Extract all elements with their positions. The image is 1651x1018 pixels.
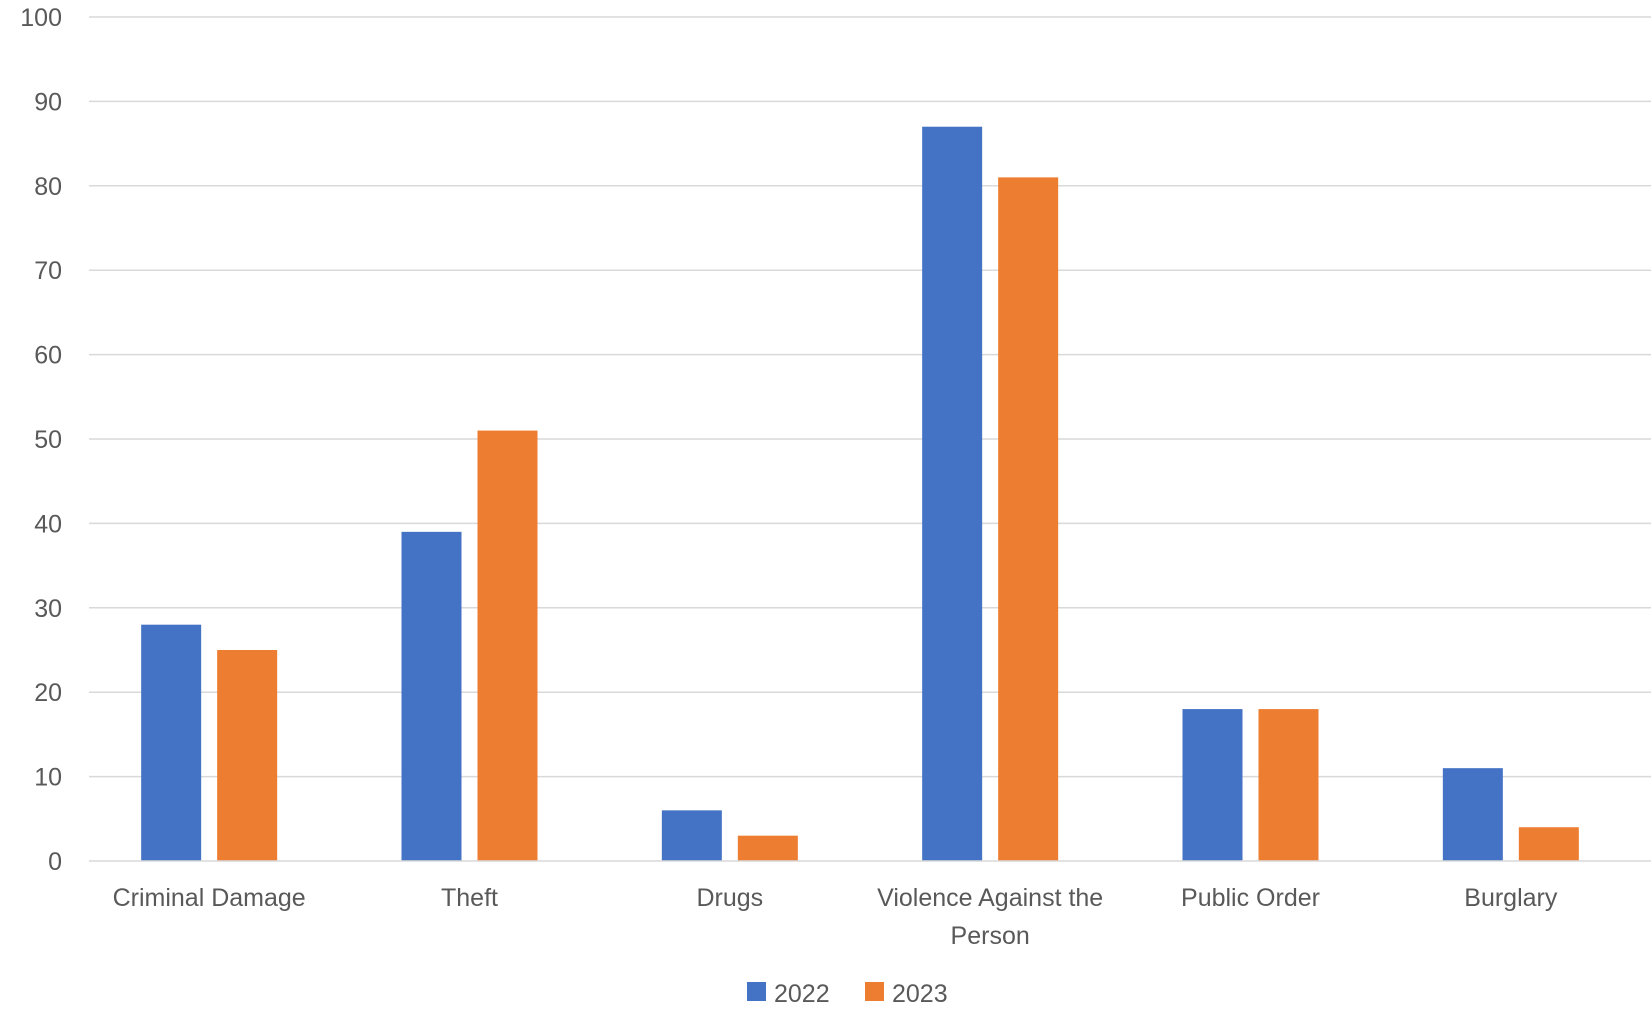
bar-2023-criminal-damage (217, 650, 278, 861)
y-tick-label: 30 (34, 595, 62, 623)
legend-label-2023: 2023 (892, 980, 948, 1008)
bar-2022-theft (401, 531, 462, 861)
x-tick-label: Public Order (1181, 884, 1320, 912)
bar-2022-violence-against-the-person (922, 126, 983, 862)
x-tick-label: Theft (441, 884, 498, 912)
y-tick-label: 100 (20, 4, 62, 32)
bar-2023-drugs (737, 835, 798, 861)
bar-2023-violence-against-the-person (998, 177, 1059, 862)
x-tick-label: Violence Against the Person (877, 884, 1103, 950)
y-tick-label: 20 (34, 679, 62, 707)
y-tick-label: 90 (34, 88, 62, 116)
legend: 2022 2023 (747, 980, 948, 1008)
y-tick-label: 10 (34, 764, 62, 792)
legend-swatch-2022 (747, 982, 766, 1001)
bars (141, 126, 1579, 862)
bar-2022-criminal-damage (141, 624, 202, 861)
x-tick-label: Burglary (1464, 884, 1558, 912)
y-axis-tick-labels: 0 10 20 30 40 50 60 70 80 90 100 (20, 4, 62, 876)
bar-2022-public-order (1182, 709, 1243, 861)
legend-label-2022: 2022 (774, 980, 830, 1008)
y-tick-label: 0 (48, 848, 62, 876)
y-tick-label: 60 (34, 342, 62, 370)
bar-2023-public-order (1258, 709, 1319, 861)
bar-2022-drugs (661, 810, 722, 861)
legend-swatch-2023 (865, 982, 884, 1001)
y-tick-label: 40 (34, 510, 62, 538)
x-tick-label: Criminal Damage (113, 884, 306, 912)
y-tick-label: 80 (34, 173, 62, 201)
gridlines (89, 16, 1651, 778)
bar-2022-burglary (1442, 768, 1503, 861)
x-tick-label: Drugs (696, 884, 763, 912)
bar-2023-theft (477, 430, 538, 861)
y-tick-label: 70 (34, 257, 62, 285)
bar-2023-burglary (1518, 827, 1579, 861)
y-tick-label: 50 (34, 426, 62, 454)
x-axis: Criminal Damage Theft Drugs Violence Agains… (89, 860, 1651, 950)
